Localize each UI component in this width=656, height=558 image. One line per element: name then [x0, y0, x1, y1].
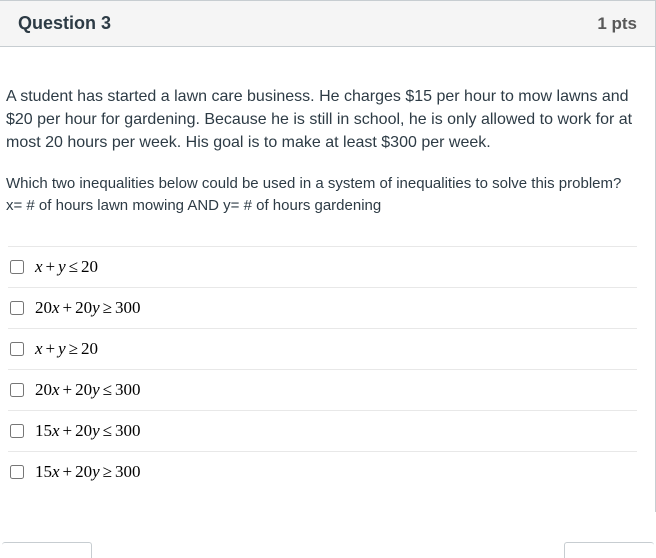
next-button[interactable]	[564, 542, 654, 558]
answer-option: 15x+20y≥300	[8, 451, 637, 492]
question-points: 1 pts	[597, 14, 637, 34]
answer-label-4: 20x+20y≤300	[35, 380, 141, 400]
answer-label-1: x+y≤20	[35, 257, 98, 277]
answer-label-3: x+y≥20	[35, 339, 98, 359]
answer-checkbox-4[interactable]	[10, 383, 24, 397]
question-paragraph-1: A student has started a lawn care busine…	[6, 85, 637, 155]
answer-checkbox-3[interactable]	[10, 342, 24, 356]
question-paragraph-2: Which two inequalities below could be us…	[6, 173, 637, 218]
prev-button[interactable]	[2, 542, 92, 558]
answer-label-2: 20x+20y≥300	[35, 298, 141, 318]
answer-list: x+y≤20 20x+20y≥300 x+y≥20 20x+20y≤300 15…	[8, 246, 637, 492]
answer-option: 20x+20y≤300	[8, 369, 637, 410]
answer-option: 20x+20y≥300	[8, 287, 637, 328]
answer-checkbox-5[interactable]	[10, 424, 24, 438]
answer-checkbox-1[interactable]	[10, 260, 24, 274]
question-header: Question 3 1 pts	[0, 1, 655, 47]
footer-nav	[0, 542, 656, 558]
answer-checkbox-2[interactable]	[10, 301, 24, 315]
answer-option: 15x+20y≤300	[8, 410, 637, 451]
answer-option: x+y≤20	[8, 246, 637, 287]
answer-label-6: 15x+20y≥300	[35, 462, 141, 482]
question-container: Question 3 1 pts A student has started a…	[0, 0, 656, 512]
answer-label-5: 15x+20y≤300	[35, 421, 141, 441]
answer-option: x+y≥20	[8, 328, 637, 369]
answer-checkbox-6[interactable]	[10, 465, 24, 479]
question-title: Question 3	[18, 13, 111, 34]
question-body: A student has started a lawn care busine…	[0, 47, 655, 512]
